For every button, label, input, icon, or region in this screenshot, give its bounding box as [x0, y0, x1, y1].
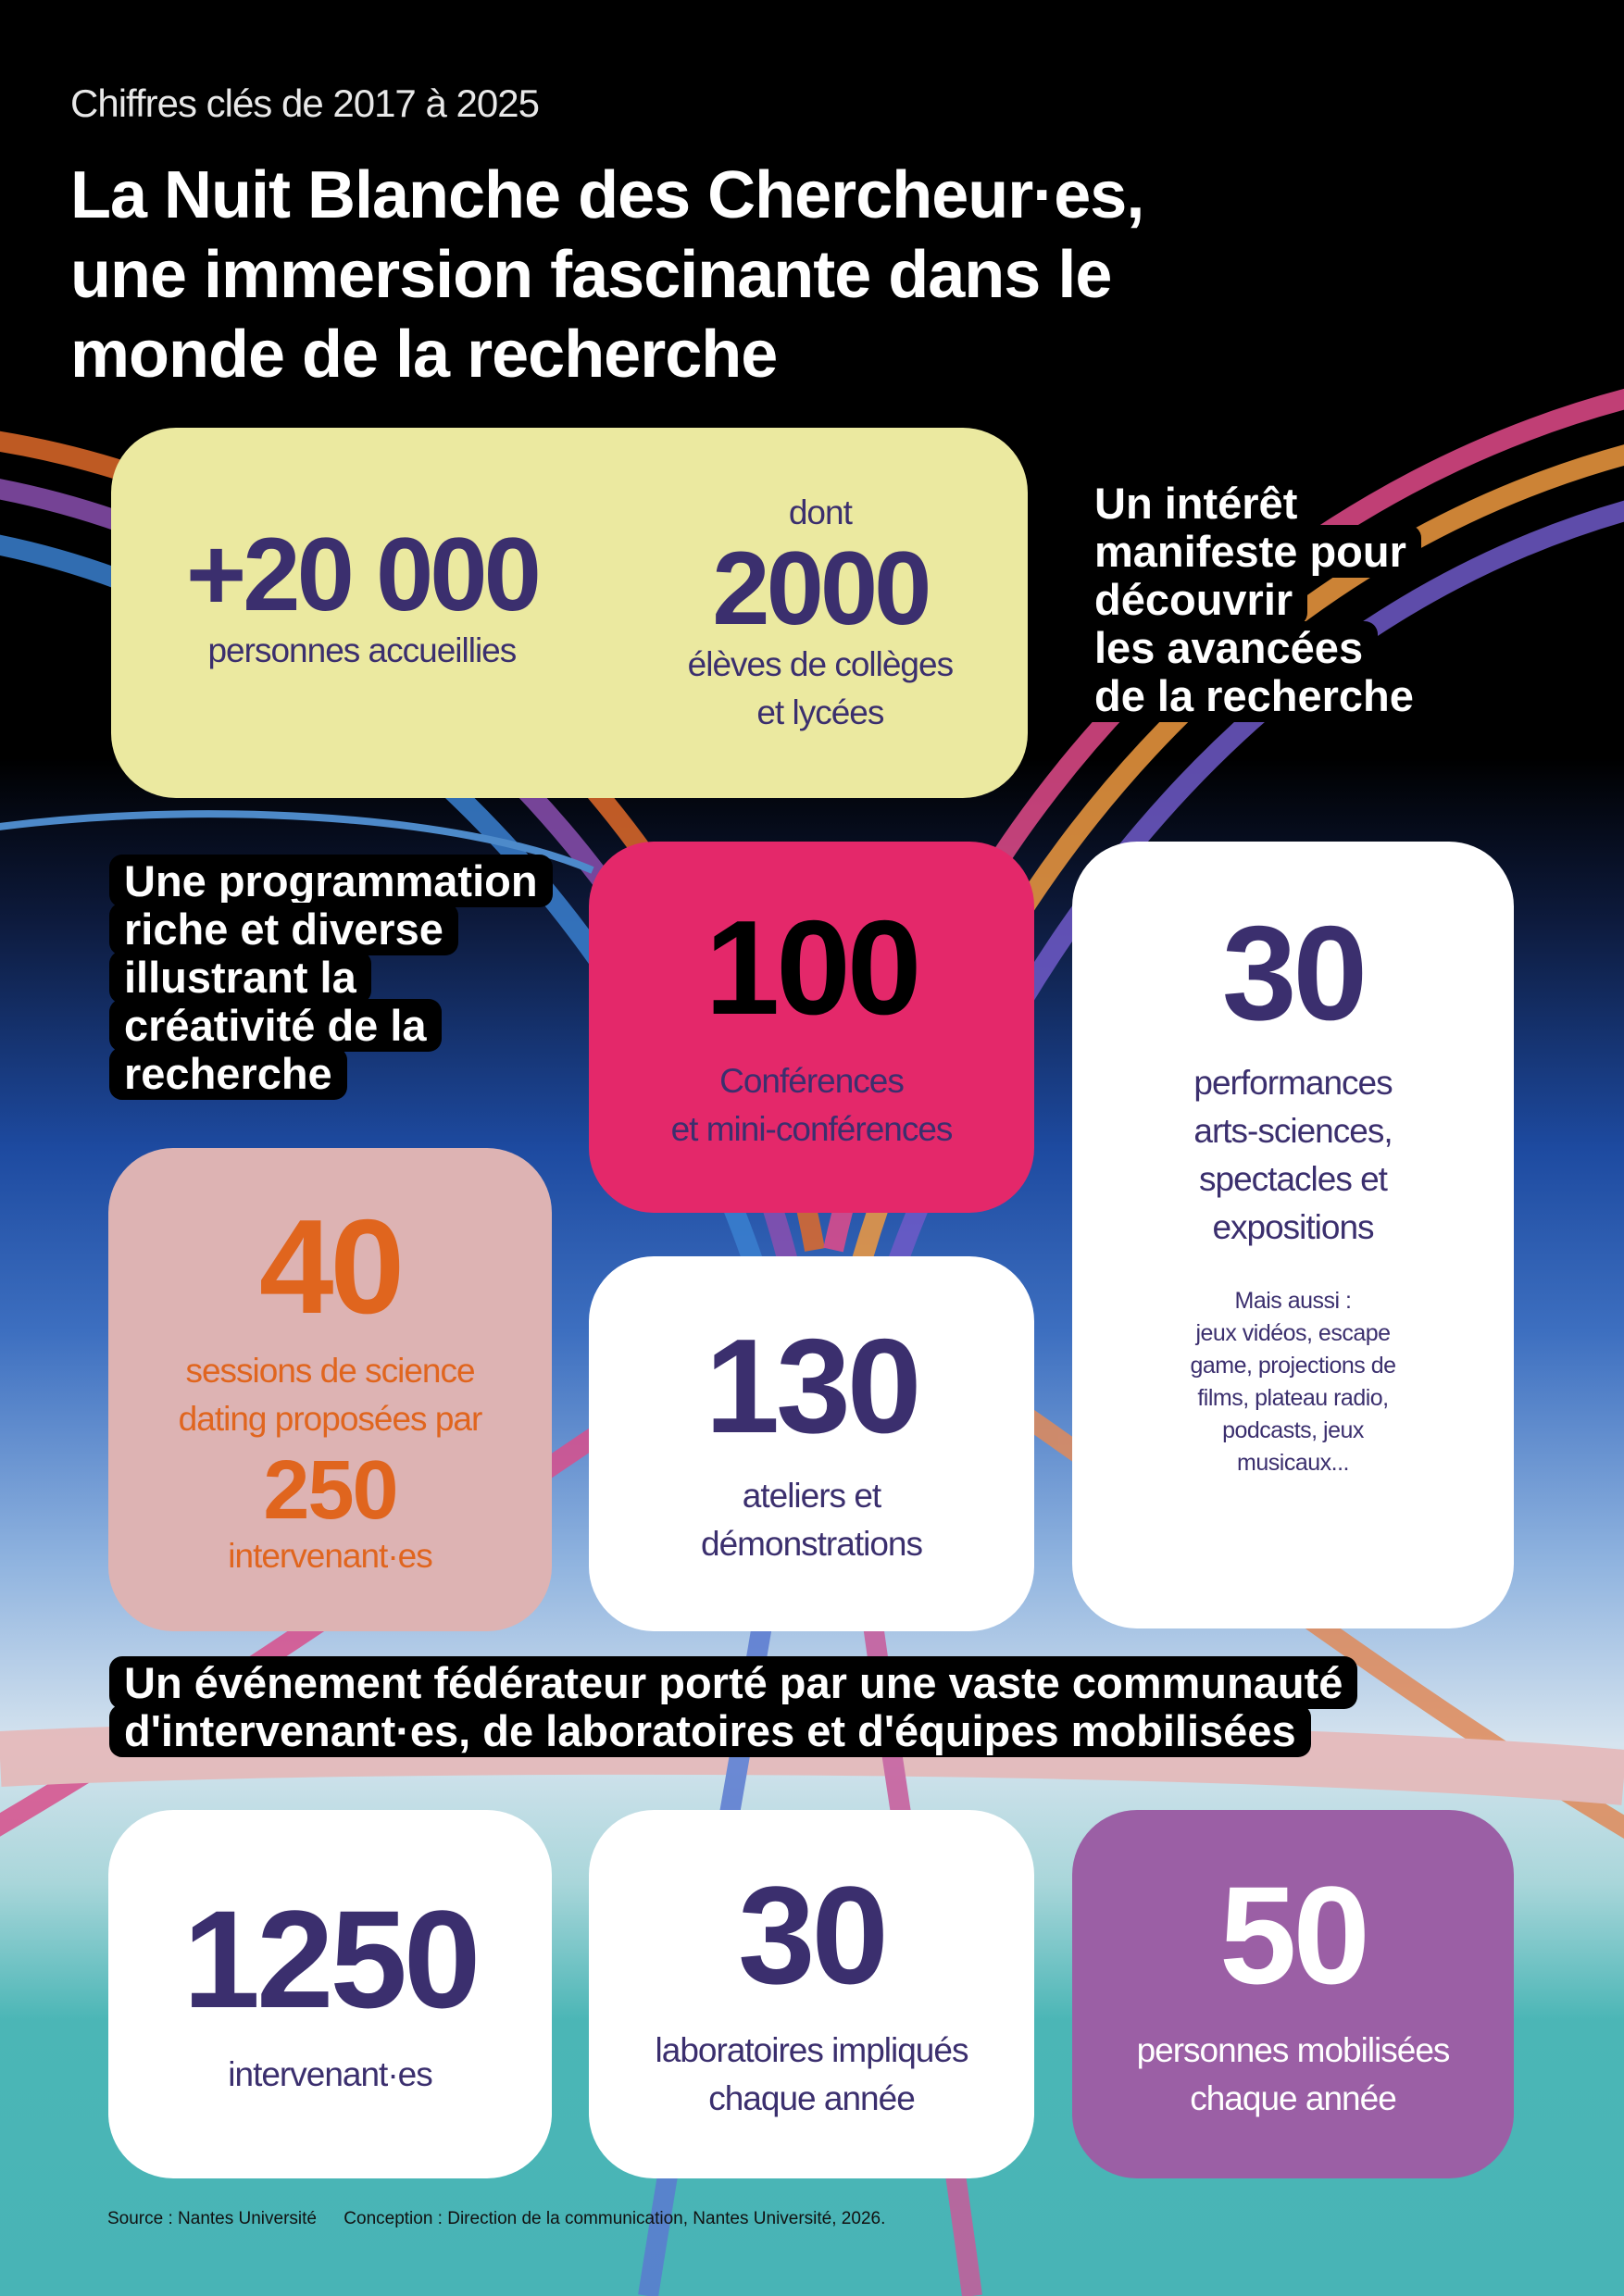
students-value: 2000 [712, 530, 931, 646]
performances-label: spectacles et [1199, 1160, 1388, 1198]
labs-card: 30 laboratoires impliqués chaque année [589, 1810, 1034, 2178]
performances-label: expositions [1212, 1208, 1374, 1246]
staff-card: 50 personnes mobilisées chaque année [1072, 1810, 1514, 2178]
dating-value: 40 [258, 1191, 405, 1341]
visitors-label: personnes accueillies [207, 631, 517, 669]
extra-line: films, plateau radio, [1197, 1385, 1389, 1411]
tag-line: Une programmation [109, 855, 553, 907]
performances-extra: Mais aussi : jeux vidéos, escape game, p… [1190, 1285, 1396, 1479]
students-label: et lycées [756, 693, 884, 731]
tag-interest: Un intérêt manifeste pour découvrir les … [1080, 477, 1429, 722]
conferences-value: 100 [705, 892, 922, 1042]
tag-line: recherche [109, 1047, 347, 1100]
students-stat: dont 2000 élèves de collèges et lycées [687, 489, 954, 737]
conferences-card: 100 Conférences et mini-conférences [589, 842, 1034, 1213]
title-line: une immersion fascinante dans le [70, 238, 1112, 312]
bottom-label: chaque année [1190, 2079, 1397, 2117]
bottom-value: 30 [738, 1857, 889, 2013]
visitors-value: +20 000 [185, 517, 542, 632]
footer: Source : Nantes Université Conception : … [107, 2209, 885, 2229]
extra-line: musicaux... [1237, 1450, 1349, 1476]
extra-line: jeux vidéos, escape [1195, 1320, 1391, 1346]
dating-card: 40 sessions de science dating proposées … [108, 1148, 552, 1631]
bottom-label: personnes mobilisées [1136, 2031, 1451, 2069]
bottom-value: 1250 [182, 1881, 481, 2037]
tag-line: illustrant la [109, 951, 371, 1004]
students-label: élèves de collèges [687, 645, 954, 683]
tag-line: créativité de la [109, 999, 442, 1052]
tag-line: d'intervenant·es, de laboratoires et d'é… [109, 1704, 1311, 1757]
workshops-label: démonstrations [701, 1525, 923, 1563]
bottom-label: laboratoires impliqués [655, 2031, 969, 2069]
conferences-label: Conférences [719, 1062, 905, 1100]
speakers-card: 1250 intervenant·es [108, 1810, 552, 2178]
tag-line: découvrir [1080, 573, 1308, 626]
title-line: La Nuit Blanche des Chercheur·es, [70, 158, 1144, 232]
tag-line: les avancées [1080, 621, 1379, 674]
workshops-value: 130 [705, 1311, 922, 1461]
credits-text: Conception : Direction de la communicati… [344, 2209, 886, 2228]
page-title: La Nuit Blanche des Chercheur·es, une im… [70, 156, 1144, 394]
bottom-value: 50 [1219, 1857, 1370, 2013]
visitors-stat: +20 000 personnes accueillies [185, 517, 542, 675]
tag-line: riche et diverse [109, 903, 458, 955]
performances-label: performances [1193, 1064, 1393, 1102]
tag-line: manifeste pour [1080, 525, 1421, 578]
students-prefix: dont [788, 493, 853, 531]
source-text: Source : Nantes Université [107, 2209, 317, 2228]
tag-line: Un intérêt [1080, 477, 1313, 530]
extra-line: Mais aussi : [1234, 1288, 1352, 1314]
extra-line: game, projections de [1190, 1353, 1396, 1379]
performances-value: 30 [1221, 898, 1368, 1048]
speakers-label: intervenant·es [228, 1536, 432, 1575]
audience-card: +20 000 personnes accueillies dont 2000 … [111, 428, 1028, 798]
extra-line: podcasts, jeux [1222, 1417, 1364, 1443]
dating-label: sessions de science [185, 1351, 475, 1390]
tag-programme: Une programmation riche et diverse illus… [109, 855, 553, 1100]
performances-label: arts-sciences, [1193, 1112, 1393, 1150]
title-line: monde de la recherche [70, 318, 778, 392]
subtitle: Chiffres clés de 2017 à 2025 [70, 81, 540, 125]
performances-card: 30 performances arts-sciences, spectacle… [1072, 842, 1514, 1628]
workshops-label: ateliers et [742, 1477, 881, 1515]
dating-label: dating proposées par [178, 1399, 483, 1438]
tag-line: de la recherche [1080, 669, 1429, 722]
bottom-label: intervenant·es [228, 2055, 432, 2093]
conferences-label: et mini-conférences [670, 1110, 954, 1148]
tag-line: Un événement fédérateur porté par une va… [109, 1656, 1358, 1709]
bottom-label: chaque année [708, 2079, 916, 2117]
tag-community: Un événement fédérateur porté par une va… [109, 1656, 1358, 1757]
speakers-value: 250 [263, 1443, 398, 1537]
workshops-card: 130 ateliers et démonstrations [589, 1256, 1034, 1631]
